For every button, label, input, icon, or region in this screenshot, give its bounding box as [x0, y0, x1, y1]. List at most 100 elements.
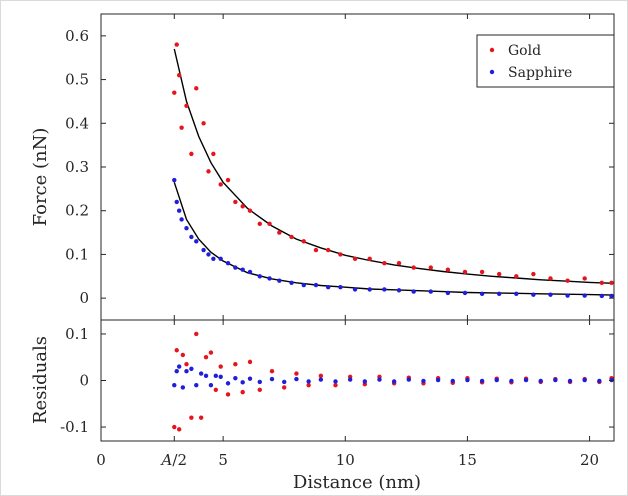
sapphire-data-point: [421, 378, 426, 384]
gold-data-point: [289, 234, 294, 240]
x-tick-label: 5: [218, 451, 228, 469]
sapphire-data-point: [382, 287, 387, 292]
x-tick-label: 0: [96, 451, 106, 469]
y-tick-label: 0.3: [65, 158, 89, 176]
gold-data-point: [301, 239, 306, 244]
gold-data-point: [247, 208, 253, 213]
sapphire-data-point: [538, 378, 543, 384]
sapphire-data-point: [406, 377, 411, 382]
gold-data-point: [184, 103, 189, 109]
sapphire-data-point: [514, 291, 519, 296]
force-data-points: [172, 42, 614, 299]
gold-data-point: [218, 182, 223, 187]
gold-data-point: [172, 90, 177, 95]
sapphire-data-point: [609, 293, 614, 299]
sapphire-data-point: [267, 276, 272, 281]
y-tick-label: 0: [79, 372, 89, 390]
sapphire-data-point: [240, 267, 245, 272]
residuals-panel: -0.1 0 0.1 0 A/2 5 10 15 20 Residuals Distance (…: [30, 319, 615, 493]
sapphire-data-point: [208, 382, 214, 388]
sapphire-data-point: [172, 177, 177, 183]
sapphire-data-point: [333, 379, 338, 384]
sapphire-data-point: [179, 217, 184, 222]
gold-data-point: [201, 121, 206, 126]
legend-marker-sapphire: [489, 69, 495, 75]
gold-data-point: [338, 252, 343, 257]
sapphire-data-point: [198, 371, 204, 376]
gold-data-point: [277, 230, 282, 235]
gold-data-point: [184, 362, 189, 367]
gold-data-point: [462, 269, 468, 275]
sapphire-data-point: [548, 292, 553, 297]
sapphire-data-point: [189, 234, 194, 240]
sapphire-data-point: [174, 368, 179, 374]
gold-data-point: [233, 362, 238, 367]
sapphire-data-point: [479, 378, 485, 384]
gold-data-point: [218, 364, 223, 369]
sapphire-data-point: [174, 199, 179, 205]
x-tick-label: 20: [580, 451, 599, 469]
gold-data-point: [318, 373, 324, 379]
sapphire-data-point: [494, 377, 499, 383]
sapphire-data-point: [391, 379, 397, 384]
y-tick-label: 0.1: [65, 325, 89, 343]
gold-data-point: [240, 389, 245, 395]
sapphire-data-point: [194, 382, 199, 388]
sapphire-data-point: [531, 292, 536, 297]
gold-data-point: [352, 256, 358, 261]
gold-data-point: [582, 276, 587, 281]
sapphire-data-point: [428, 289, 433, 294]
sapphire-data-point: [180, 385, 186, 390]
sapphire-data-point: [479, 291, 485, 296]
sapphire-data-point: [289, 280, 294, 286]
sapphire-data-point: [233, 265, 238, 270]
sapphire-fit-curve: [173, 182, 615, 296]
y-tick-label: 0: [79, 289, 89, 307]
gold-data-point: [269, 368, 275, 374]
gold-data-point: [206, 169, 211, 174]
gold-data-point: [247, 359, 253, 365]
sapphire-data-point: [247, 376, 253, 381]
sapphire-data-point: [396, 288, 402, 293]
gold-data-point: [306, 382, 311, 388]
residuals-axis-label: Residuals: [30, 336, 51, 424]
x-tick-label-a-half: A/2: [160, 451, 187, 469]
gold-data-point: [225, 392, 231, 397]
y-tick-label: 0.5: [65, 71, 89, 89]
sapphire-data-point: [325, 285, 331, 290]
sapphire-data-point: [184, 226, 189, 231]
gold-data-point: [445, 267, 451, 272]
gold-data-point: [189, 151, 194, 157]
y-tick-label: 0.1: [65, 245, 89, 263]
gold-data-point: [313, 247, 319, 253]
legend-label-sapphire: Sapphire: [508, 65, 572, 81]
plot-border: [100, 319, 615, 442]
sapphire-data-point: [176, 208, 182, 213]
residuals-axes: -0.1 0 0.1 0 A/2 5 10 15 20: [60, 319, 615, 469]
sapphire-data-point: [233, 375, 238, 381]
gold-data-point: [179, 125, 184, 130]
sapphire-data-point: [172, 382, 177, 388]
x-tick-label: 15: [458, 451, 477, 469]
sapphire-data-point: [445, 290, 451, 296]
sapphire-data-point: [257, 274, 262, 279]
gold-data-point: [267, 221, 272, 227]
sapphire-data-point: [597, 378, 602, 384]
gold-data-point: [257, 387, 262, 393]
x-tick-label: 10: [336, 451, 355, 469]
legend-box: [476, 34, 615, 88]
gold-data-point: [203, 355, 209, 360]
sapphire-data-point: [277, 278, 282, 283]
sapphire-data-point: [301, 282, 306, 288]
residual-data-points: [172, 331, 614, 432]
gold-data-point: [198, 415, 204, 420]
sapphire-data-point: [213, 373, 219, 379]
force-axis-label: Force (nN): [30, 128, 51, 227]
sapphire-data-point: [257, 379, 262, 385]
sapphire-data-point: [294, 376, 299, 382]
gold-data-point: [531, 271, 536, 277]
gold-data-point: [479, 269, 485, 275]
y-tick-label: -0.1: [60, 418, 89, 436]
gold-data-point: [257, 221, 262, 227]
